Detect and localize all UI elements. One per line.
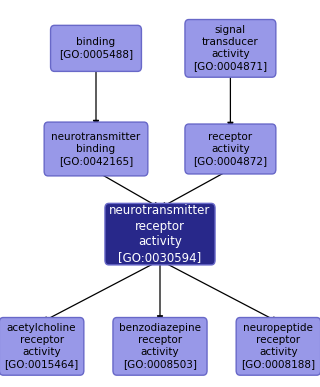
Text: benzodiazepine
receptor
activity
[GO:0008503]: benzodiazepine receptor activity [GO:000…	[119, 324, 201, 369]
Text: signal
transducer
activity
[GO:0004871]: signal transducer activity [GO:0004871]	[193, 26, 268, 71]
FancyBboxPatch shape	[236, 317, 320, 375]
FancyBboxPatch shape	[105, 203, 215, 265]
FancyBboxPatch shape	[0, 317, 84, 375]
FancyBboxPatch shape	[185, 124, 276, 174]
FancyBboxPatch shape	[51, 26, 141, 71]
FancyBboxPatch shape	[44, 122, 148, 176]
FancyBboxPatch shape	[113, 317, 207, 375]
Text: neurotransmitter
receptor
activity
[GO:0030594]: neurotransmitter receptor activity [GO:0…	[109, 204, 211, 264]
Text: acetylcholine
receptor
activity
[GO:0015464]: acetylcholine receptor activity [GO:0015…	[4, 324, 79, 369]
Text: neurotransmitter
binding
[GO:0042165]: neurotransmitter binding [GO:0042165]	[52, 132, 140, 166]
Text: receptor
activity
[GO:0004872]: receptor activity [GO:0004872]	[193, 132, 268, 166]
Text: neuropeptide
receptor
activity
[GO:0008188]: neuropeptide receptor activity [GO:00081…	[241, 324, 316, 369]
Text: binding
[GO:0005488]: binding [GO:0005488]	[59, 38, 133, 59]
FancyBboxPatch shape	[185, 19, 276, 77]
